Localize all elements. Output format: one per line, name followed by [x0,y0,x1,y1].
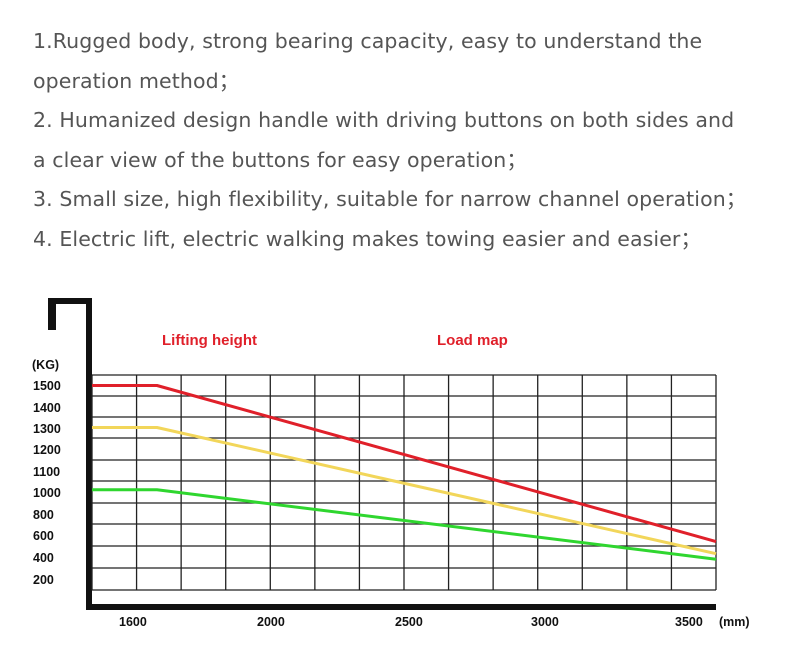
feature-line-3: 3. Small size, high flexibility, suitabl… [33,187,747,211]
series-line-3 [92,488,717,561]
feature-line-4: 4. Electric lift, electric walking makes… [33,226,702,251]
x-tick-label: 3000 [531,615,559,629]
y-tick-label: 1400 [33,401,61,415]
y-tick-label: 600 [33,529,54,543]
y-tick-label: 1500 [33,379,61,393]
x-tick-label: 1600 [119,615,147,629]
y-tick-label: 400 [33,551,54,565]
series-line-2 [92,426,717,556]
y-tick-label: 200 [33,573,54,587]
y-tick-label: 1000 [33,486,61,500]
x-tick-label: 2000 [257,615,285,629]
y-tick-label: 1300 [33,422,61,436]
x-tick-label: 3500 [675,615,703,629]
y-tick-label: 1200 [33,443,61,457]
feature-line-2-cont: a clear view of the buttons for easy ope… [33,147,527,172]
y-tick-label: 1100 [33,465,60,479]
chart-axis-frame [48,298,716,610]
feature-line-1-cont: operation method； [33,68,240,93]
series-line-1 [92,384,717,544]
feature-list: 1.Rugged body, strong bearing capacity, … [33,22,793,259]
x-tick-labels: 1600 2000 2500 3000 3500 [119,615,703,629]
chart-title: Load map [437,332,508,349]
feature-line-1: 1.Rugged body, strong bearing capacity, … [33,29,703,53]
x-axis-label: Lifting height [162,332,257,349]
y-tick-labels: 1500 1400 1300 1200 1100 1000 800 600 400 200 [33,379,61,587]
x-tick-label: 2500 [395,615,423,629]
x-unit-label: (mm) [719,615,750,629]
feature-line-2: 2. Humanized design handle with driving … [33,108,735,132]
chart-series [92,384,717,561]
y-unit-label: (KG) [32,358,59,372]
y-tick-label: 800 [33,508,54,522]
chart-grid [91,374,717,591]
